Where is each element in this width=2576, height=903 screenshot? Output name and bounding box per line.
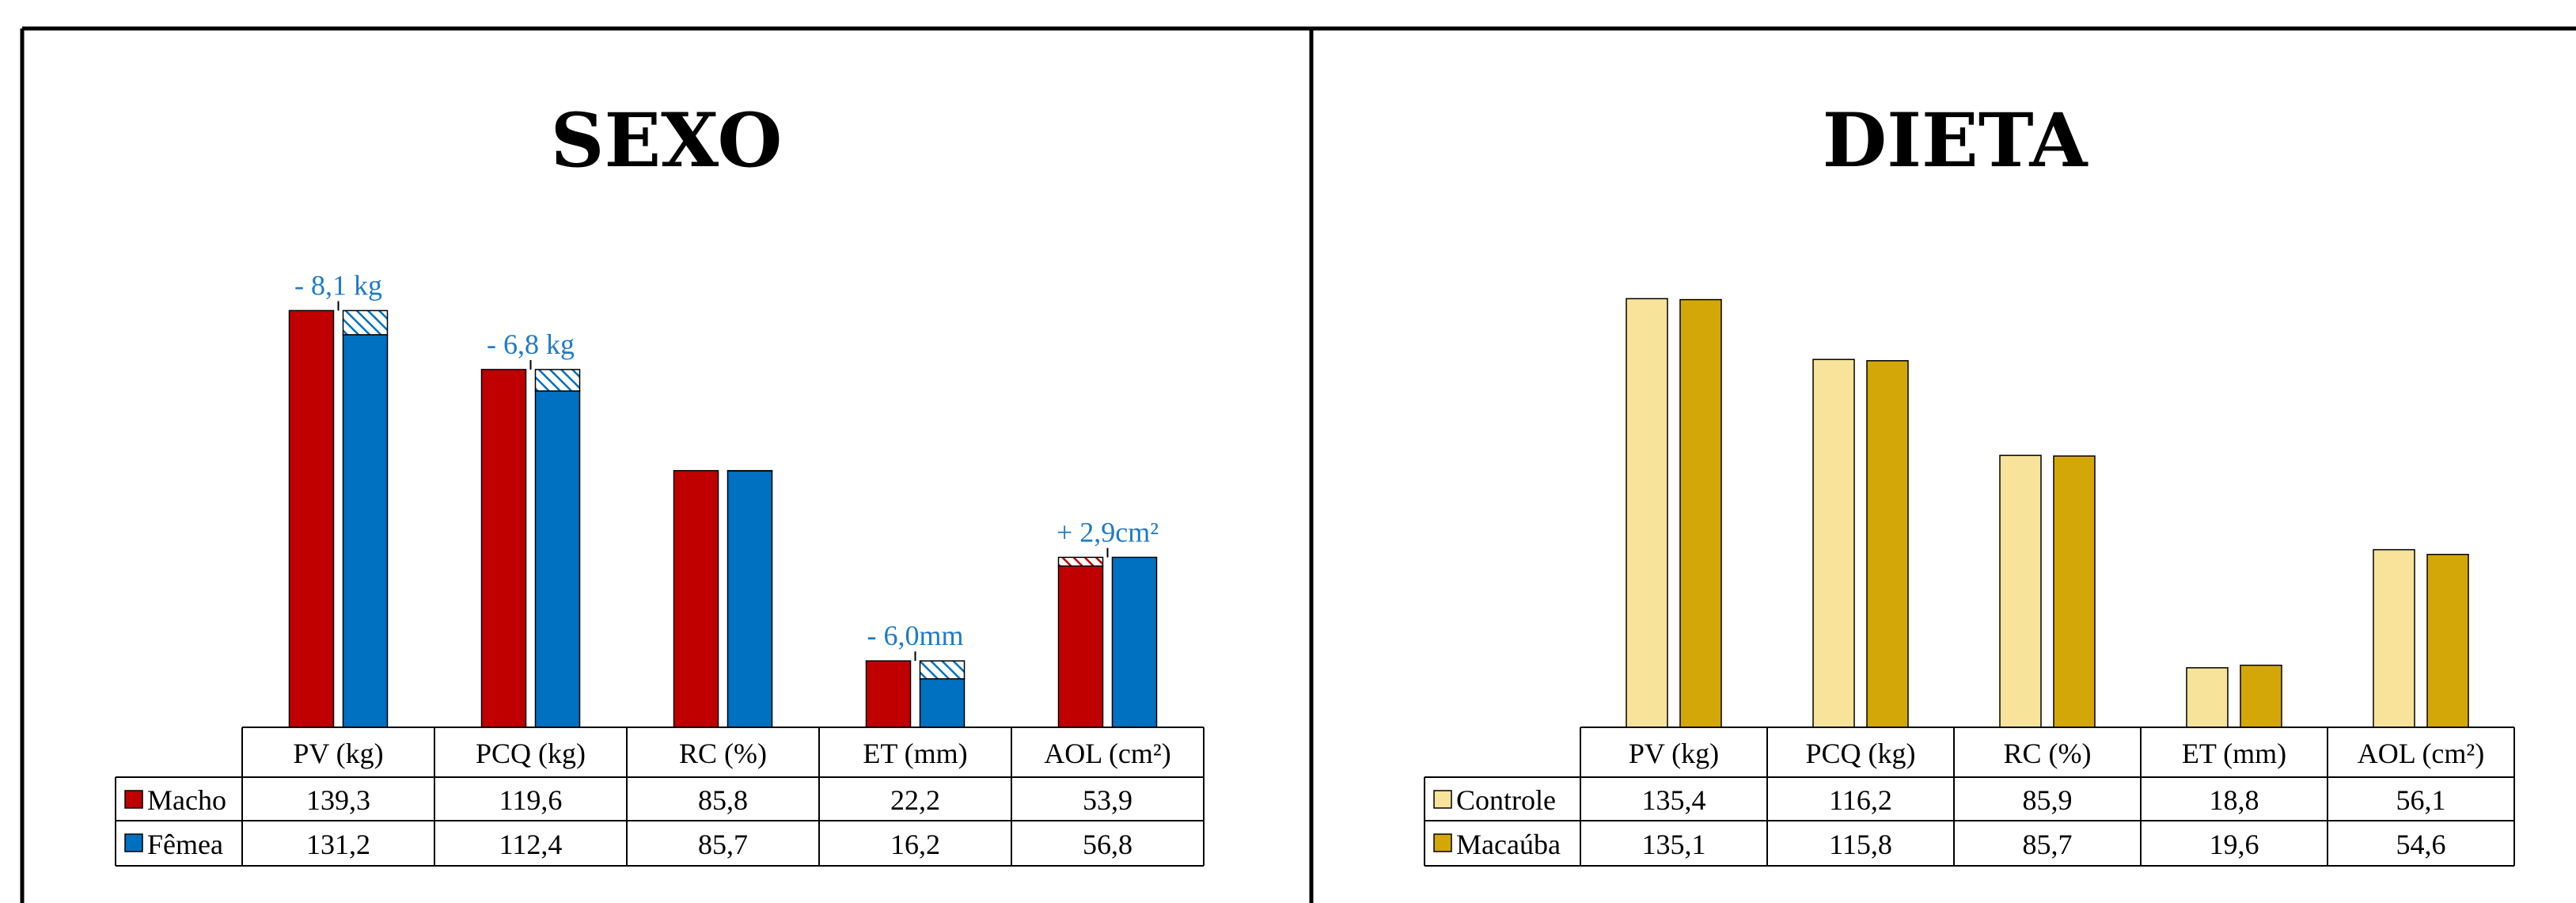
data-label-femea-et-mm: 16,2 — [890, 829, 940, 860]
legend-label-macauba: Macaúba — [1456, 829, 1561, 860]
legend-key-femea — [124, 833, 143, 852]
annotation-aol-cm: + 2,9cm² — [1057, 516, 1159, 548]
data-label-controle-pcq-kg: 116,2 — [1829, 784, 1892, 816]
bar-macauba-et-mm — [2240, 664, 2282, 728]
category-label-aol-cm: AOL (cm²) — [2358, 738, 2484, 769]
category-label-et-mm: ET (mm) — [863, 738, 967, 769]
category-label-pv-kg: PV (kg) — [1629, 738, 1719, 769]
bar-macauba-pv-kg — [1679, 298, 1722, 728]
category-label-et-mm: ET (mm) — [2182, 738, 2286, 769]
diff-hatch-aol-cm — [1057, 556, 1104, 567]
bar-femea-et-mm — [919, 678, 966, 728]
bar-femea-pcq-kg — [534, 390, 581, 728]
data-label-macauba-pcq-kg: 115,8 — [1829, 829, 1892, 860]
legend-label-femea: Fêmea — [147, 829, 223, 860]
chart-title-dieta: DIETA — [1823, 97, 2088, 184]
legend-key-macho — [124, 790, 143, 809]
category-label-pcq-kg: PCQ (kg) — [1805, 738, 1915, 769]
category-label-pcq-kg: PCQ (kg) — [476, 738, 586, 769]
bar-macho-rc — [673, 469, 719, 728]
bar-femea-aol-cm — [1111, 556, 1158, 728]
category-label-rc: RC (%) — [679, 738, 767, 769]
chart-title-sexo: SEXO — [551, 97, 783, 184]
data-label-macho-pcq-kg: 119,6 — [499, 784, 563, 816]
data-label-controle-et-mm: 18,8 — [2210, 784, 2259, 816]
plot-sexo: - 8,1 kg - 6,8 kg - 6,0mm + 2,9cm² PV (kg) PC… — [115, 269, 1205, 867]
bar-macauba-rc — [2053, 455, 2096, 728]
bar-macho-pv-kg — [288, 309, 335, 728]
bar-macho-et-mm — [865, 660, 912, 728]
data-label-femea-aol-cm: 56,8 — [1083, 829, 1132, 860]
bar-controle-rc — [1999, 454, 2042, 728]
data-label-macho-pv-kg: 139,3 — [306, 784, 370, 816]
bar-femea-pv-kg — [342, 334, 389, 728]
data-label-femea-rc: 85,7 — [698, 829, 748, 860]
bar-macauba-pcq-kg — [1866, 360, 1909, 728]
data-label-macho-aol-cm: 53,9 — [1083, 784, 1132, 816]
data-label-macauba-pv-kg: 135,1 — [1642, 829, 1706, 860]
annotation-pv-kg: - 8,1 kg — [294, 269, 382, 301]
data-label-macho-et-mm: 22,2 — [890, 784, 940, 816]
data-label-controle-pv-kg: 135,4 — [1642, 784, 1706, 816]
bar-controle-pv-kg — [1626, 298, 1668, 728]
plot-dieta: PV (kg) PCQ (kg) RC (%) ET (mm) AOL (cm²) Con… — [1424, 298, 2515, 867]
annotation-et-mm: - 6,0mm — [867, 620, 964, 651]
data-label-controle-rc: 85,9 — [2023, 784, 2073, 816]
data-label-controle-aol-cm: 56,1 — [2396, 784, 2446, 816]
diff-hatch-et-mm — [919, 660, 966, 680]
data-label-macauba-aol-cm: 54,6 — [2396, 829, 2446, 860]
bar-macauba-aol-cm — [2426, 553, 2469, 728]
diff-hatch-pv-kg — [342, 309, 389, 336]
data-label-macho-rc: 85,8 — [698, 784, 748, 816]
category-label-aol-cm: AOL (cm²) — [1044, 738, 1170, 769]
bar-controle-pcq-kg — [1812, 359, 1855, 728]
bar-macho-pcq-kg — [480, 369, 527, 728]
category-label-pv-kg: PV (kg) — [293, 738, 383, 769]
data-label-femea-pv-kg: 131,2 — [306, 829, 370, 860]
legend-label-controle: Controle — [1456, 784, 1556, 816]
legend-key-controle — [1433, 790, 1452, 809]
category-label-rc: RC (%) — [2004, 738, 2092, 769]
annotation-pcq-kg: - 6,8 kg — [487, 328, 575, 360]
diff-hatch-pcq-kg — [534, 369, 581, 392]
data-label-femea-pcq-kg: 112,4 — [499, 829, 563, 860]
bar-femea-rc — [727, 470, 773, 728]
data-label-macauba-rc: 85,7 — [2023, 829, 2073, 860]
legend-label-macho: Macho — [147, 784, 226, 816]
bar-macho-aol-cm — [1057, 565, 1104, 728]
legend-key-macauba — [1433, 833, 1452, 852]
bar-controle-et-mm — [2186, 667, 2229, 728]
bar-controle-aol-cm — [2373, 548, 2415, 728]
data-label-macauba-et-mm: 19,6 — [2210, 829, 2259, 860]
